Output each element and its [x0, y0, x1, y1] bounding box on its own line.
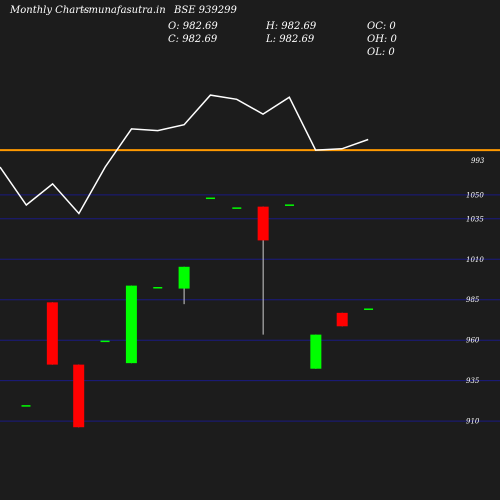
- candle-body: [178, 266, 190, 289]
- y-tick-label: 1010: [466, 256, 484, 264]
- candle-body: [336, 312, 348, 327]
- high-value: H: 982.69: [266, 21, 317, 32]
- site-label[interactable]: - munafasutra.in: [82, 5, 166, 16]
- symbol-label: BSE 939299: [174, 5, 237, 16]
- y-tick-label: 1050: [466, 191, 484, 199]
- candle-body: [257, 206, 269, 241]
- close-value: C: 982.69: [168, 34, 218, 45]
- candle-body: [310, 334, 322, 369]
- reference-line-label: 993: [471, 157, 485, 165]
- open-value: O: 982.69: [168, 21, 218, 32]
- candle-body: [73, 364, 85, 428]
- y-tick-label: 960: [466, 337, 480, 345]
- y-tick-label: 935: [466, 377, 480, 385]
- candle-body: [125, 285, 137, 364]
- oc-value: OC: 0: [367, 21, 396, 32]
- ema-panel: 993: [0, 94, 500, 215]
- ema-line: [0, 94, 369, 215]
- candles-panel: [21, 197, 374, 428]
- oh-value: OH: 0: [367, 34, 397, 45]
- y-tick-label: 910: [466, 418, 480, 426]
- low-value: L: 982.69: [266, 34, 315, 45]
- candle-body: [46, 302, 58, 365]
- brand-label: Monthly Charts: [10, 5, 90, 16]
- y-tick-label: 985: [466, 296, 480, 304]
- y-tick-label: 1035: [466, 215, 484, 223]
- ol-value: OL: 0: [367, 47, 395, 58]
